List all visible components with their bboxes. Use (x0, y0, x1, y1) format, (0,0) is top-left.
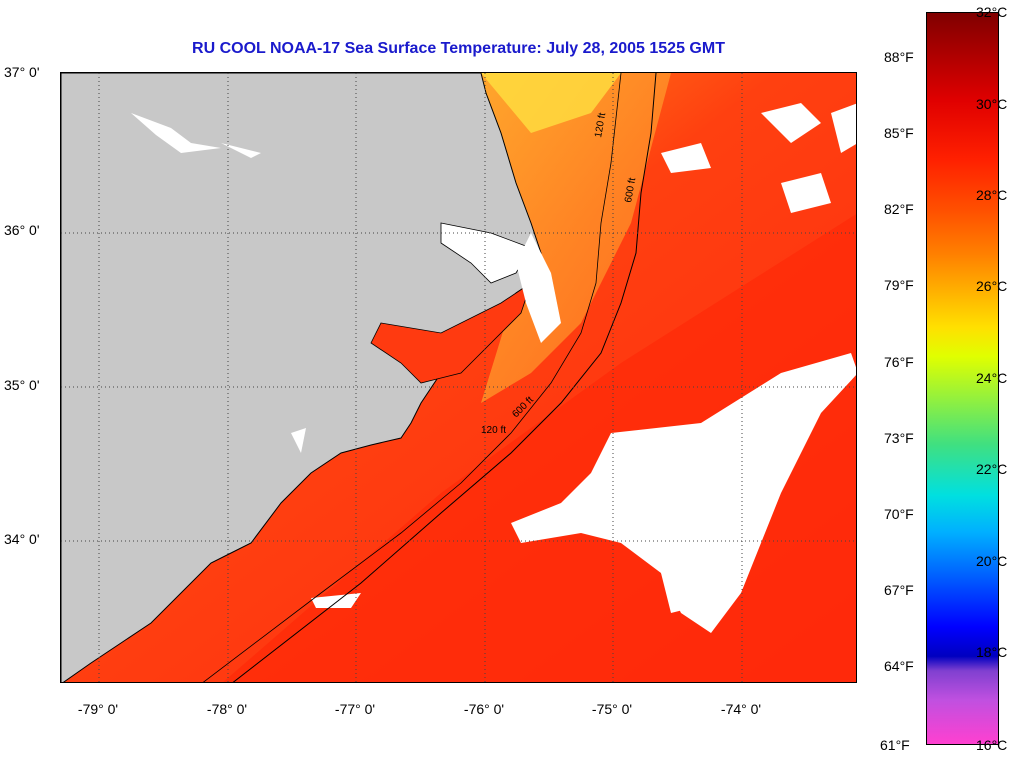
pamlico-sound (370, 282, 532, 384)
colorbar-c-16: 16°C (976, 737, 1008, 753)
colorbar-f-67: 67°F (884, 582, 914, 598)
colorbar-f-64: 64°F (884, 658, 914, 674)
colorbar-f-61: 61°F (880, 737, 910, 753)
sst-map[interactable]: 120 ft 600 ft 120 ft 600 ft (60, 72, 857, 683)
lon-label-79: -79° 0' (77, 701, 119, 717)
colorbar-c-20: 20°C (976, 553, 1008, 569)
land-mass (61, 73, 542, 682)
lon-label-74: -74° 0' (720, 701, 762, 717)
colorbar-f-85: 85°F (884, 125, 914, 141)
colorbar-c-28: 28°C (976, 187, 1008, 203)
colorbar-f-70: 70°F (884, 506, 914, 522)
lat-label-35: 35° 0' (4, 377, 40, 393)
lon-label-78: -78° 0' (206, 701, 248, 717)
colorbar-c-32: 32°C (976, 4, 1008, 20)
lat-label-36: 36° 0' (4, 222, 40, 238)
map-title: RU COOL NOAA-17 Sea Surface Temperature:… (192, 40, 725, 57)
contour-label-120: 120 ft (593, 112, 608, 139)
albemarle-sound (440, 222, 532, 284)
colorbar-f-82: 82°F (884, 201, 914, 217)
colorbar-f-76: 76°F (884, 354, 914, 370)
inland-river (221, 143, 261, 158)
cloud-cover (291, 103, 856, 633)
temperature-colorbar (926, 12, 999, 745)
lat-label-37: 37° 0' (4, 64, 40, 80)
colorbar-c-24: 24°C (976, 370, 1008, 386)
colorbar-f-88: 88°F (884, 49, 914, 65)
sst-map-canvas: 120 ft 600 ft 120 ft 600 ft (61, 73, 856, 682)
lat-label-34: 34° 0' (4, 531, 40, 547)
graticule (61, 73, 856, 682)
colorbar-c-30: 30°C (976, 96, 1008, 112)
cool-water-patch (481, 73, 621, 133)
shelf-water (471, 73, 671, 403)
lon-label-76: -76° 0' (463, 701, 505, 717)
inland-lake (131, 113, 221, 153)
colorbar-f-79: 79°F (884, 277, 914, 293)
contour-label-120b: 120 ft (481, 425, 506, 436)
colorbar-c-18: 18°C (976, 644, 1008, 660)
colorbar-c-26: 26°C (976, 278, 1008, 294)
colorbar-f-73: 73°F (884, 430, 914, 446)
contour-label-600: 600 ft (623, 177, 638, 204)
contour-120ft (202, 73, 622, 682)
colorbar-c-22: 22°C (976, 461, 1008, 477)
lon-label-75: -75° 0' (591, 701, 633, 717)
lon-label-77: -77° 0' (334, 701, 376, 717)
contour-600ft (232, 73, 657, 682)
